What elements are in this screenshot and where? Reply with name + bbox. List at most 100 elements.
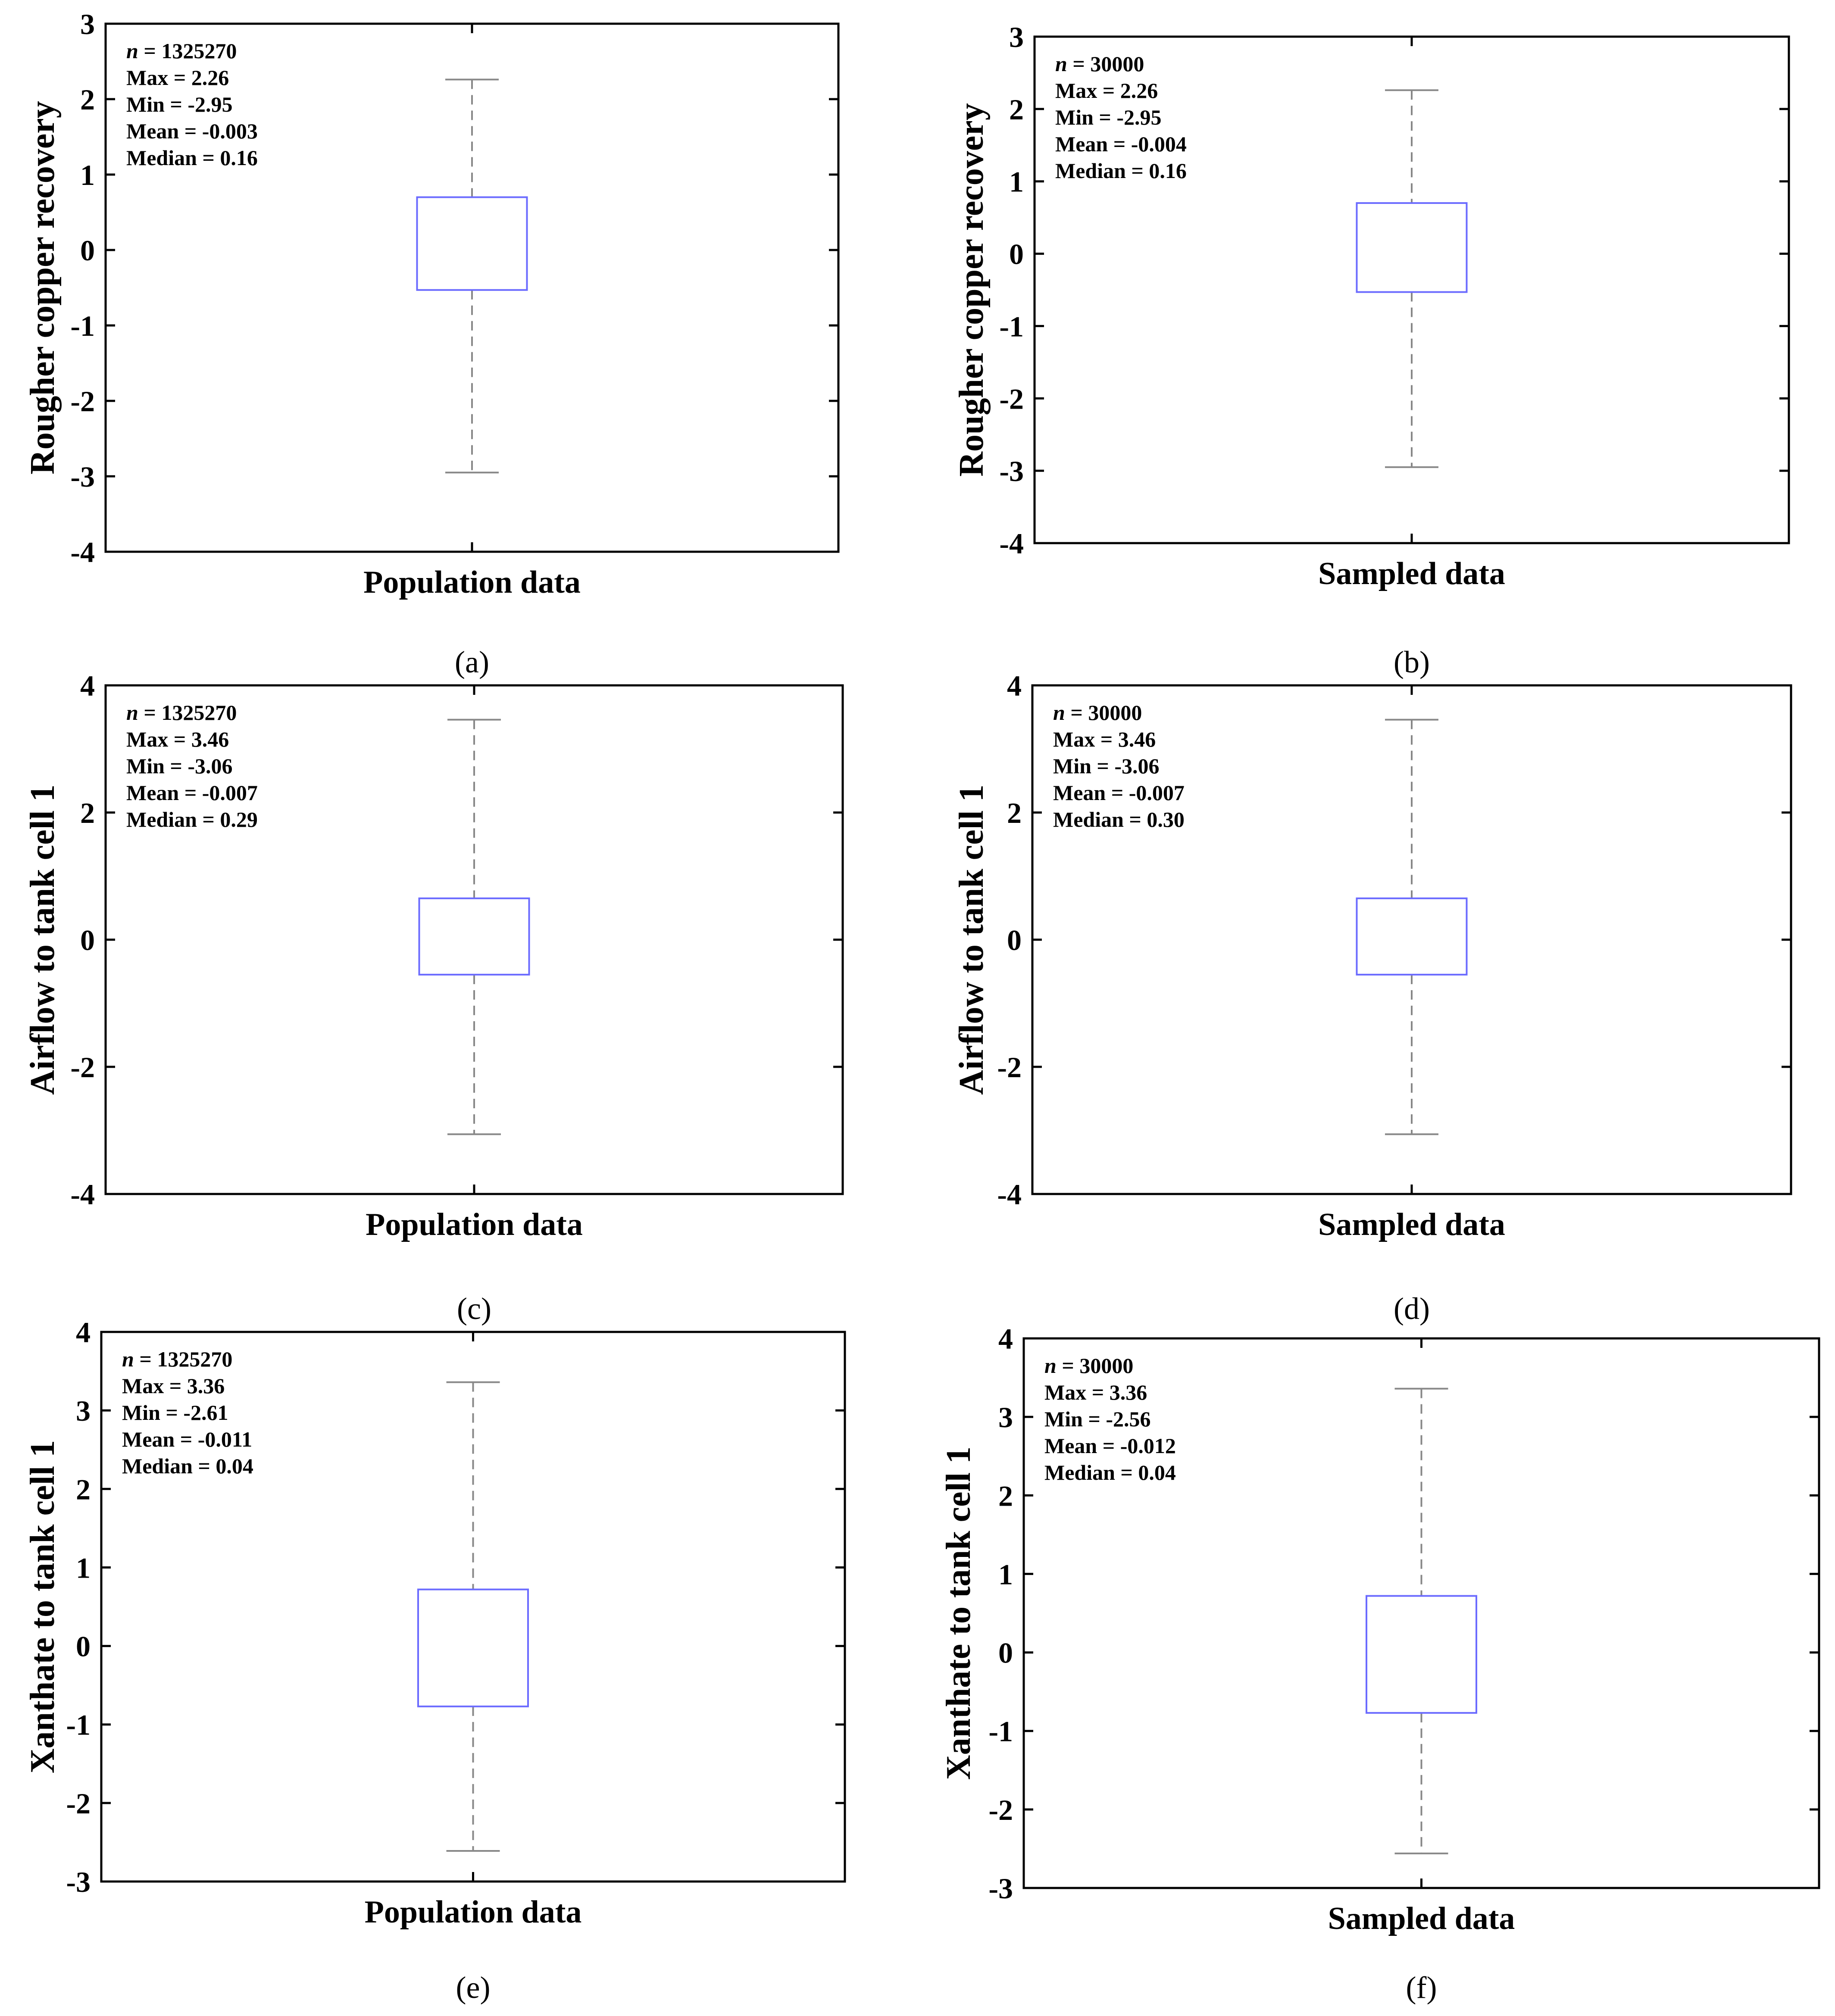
- stat-equals: =: [168, 66, 191, 90]
- stat-value: 0.04: [1138, 1460, 1176, 1485]
- stat-equals: =: [179, 119, 202, 143]
- y-axis-label: Airflow to tank cell 1: [24, 785, 62, 1095]
- stat-label: n: [1053, 700, 1065, 725]
- stat-equals: =: [1091, 754, 1115, 778]
- y-tick-label: 1: [76, 1551, 91, 1584]
- stat-max: Max = 2.26: [1055, 78, 1158, 103]
- stat-equals: =: [1065, 700, 1088, 725]
- stat-value: 3.46: [1118, 727, 1156, 751]
- iqr-box: [417, 1588, 529, 1707]
- stat-value: -3.06: [188, 754, 232, 778]
- x-category-label: Population data: [365, 1894, 582, 1930]
- stat-label: n: [1055, 52, 1067, 76]
- stat-label: Median: [122, 1454, 193, 1478]
- stat-equals: =: [1083, 1407, 1106, 1431]
- y-tick-label: -4: [70, 1178, 95, 1211]
- iqr-box: [418, 897, 530, 976]
- y-tick-label: 0: [1009, 238, 1024, 271]
- stat-equals: =: [1126, 159, 1149, 183]
- stat-value: 1325270: [161, 39, 237, 63]
- stat-mean: Mean = -0.003: [126, 119, 258, 143]
- y-tick-label: 2: [80, 83, 95, 116]
- y-tick-label: -1: [999, 310, 1024, 343]
- y-axis-label: Rougher copper recovery: [24, 101, 62, 474]
- x-category-label: Sampled data: [1318, 1207, 1505, 1242]
- stat-label: Mean: [126, 781, 179, 805]
- stat-value: 2.26: [1120, 78, 1158, 103]
- y-tick-label: 1: [998, 1558, 1013, 1591]
- stat-value: -0.004: [1131, 132, 1187, 156]
- y-tick-label: -3: [70, 460, 95, 493]
- stat-value: -2.95: [1116, 105, 1161, 129]
- stat-label: Mean: [1053, 781, 1106, 805]
- stat-equals: =: [197, 146, 220, 170]
- y-tick-label: -2: [70, 385, 95, 418]
- stat-value: 3.36: [1110, 1380, 1147, 1404]
- stat-equals: =: [165, 754, 188, 778]
- y-tick-label: -1: [988, 1715, 1013, 1748]
- y-tick-label: -4: [70, 536, 95, 569]
- stat-min: Min = -3.06: [1053, 754, 1160, 778]
- stat-label: Mean: [122, 1427, 175, 1451]
- panel-caption: (e): [456, 1970, 491, 2005]
- y-axis-label: Xanthate to tank cell 1: [940, 1447, 978, 1780]
- y-tick-label: 4: [1007, 669, 1022, 702]
- stat-equals: =: [1086, 1380, 1110, 1404]
- stat-label: Median: [1044, 1460, 1115, 1485]
- stat-equals: =: [1067, 52, 1091, 76]
- stat-n: n = 1325270: [122, 1347, 232, 1371]
- y-axis-label: Rougher copper recovery: [953, 103, 991, 476]
- stat-equals: =: [193, 1454, 216, 1478]
- stat-value: 0.16: [1149, 159, 1187, 183]
- stat-label: Median: [126, 807, 197, 831]
- stat-label: Min: [122, 1400, 160, 1425]
- x-category-label: Sampled data: [1318, 556, 1505, 591]
- stat-value: 0.29: [220, 807, 258, 831]
- y-tick-label: -2: [999, 382, 1024, 415]
- stat-mean: Mean = -0.007: [1053, 781, 1185, 805]
- panel-caption: (f): [1406, 1970, 1437, 2005]
- y-tick-label: 2: [76, 1473, 91, 1506]
- stat-equals: =: [1108, 132, 1131, 156]
- stat-equals: =: [138, 39, 162, 63]
- y-tick-label: -4: [999, 527, 1024, 560]
- stat-max: Max = 3.36: [1044, 1380, 1147, 1404]
- y-tick-label: 0: [80, 234, 95, 267]
- y-tick-label: 0: [80, 924, 95, 956]
- stat-median: Median = 0.04: [1044, 1460, 1176, 1485]
- y-tick-label: 0: [998, 1637, 1013, 1669]
- y-tick-label: -1: [66, 1709, 91, 1741]
- stat-label: Max: [126, 66, 168, 90]
- x-category-label: Sampled data: [1328, 1901, 1515, 1936]
- y-tick-label: -2: [997, 1051, 1022, 1084]
- stat-equals: =: [164, 1374, 187, 1398]
- y-tick-label: 1: [80, 159, 95, 191]
- chart-panel-c: 4 2 0 -2 -4 Airflow to tank cell 1 Population …: [24, 669, 844, 1326]
- stat-n: n = 30000: [1053, 700, 1142, 725]
- y-tick-label: -4: [997, 1178, 1022, 1211]
- y-tick-label: 3: [998, 1401, 1013, 1434]
- panel-caption: (d): [1394, 1291, 1430, 1326]
- stat-value: 30000: [1079, 1353, 1133, 1378]
- iqr-box: [416, 196, 528, 291]
- stat-value: -0.007: [1129, 781, 1185, 805]
- panel-caption: (b): [1394, 645, 1430, 679]
- stat-label: Min: [1055, 105, 1094, 129]
- stat-equals: =: [1095, 727, 1118, 751]
- stat-mean: Mean = -0.011: [122, 1427, 252, 1451]
- y-tick-label: 3: [1009, 21, 1024, 53]
- stat-max: Max = 3.46: [126, 727, 229, 751]
- stat-value: 3.46: [191, 727, 229, 751]
- stat-label: Median: [126, 146, 197, 170]
- y-tick-label: 1: [1009, 166, 1024, 198]
- stat-value: 1325270: [161, 700, 237, 725]
- stat-mean: Mean = -0.004: [1055, 132, 1187, 156]
- stat-n: n = 1325270: [126, 700, 237, 725]
- stat-median: Median = 0.16: [1055, 159, 1187, 183]
- stat-value: -2.95: [188, 92, 232, 116]
- stat-equals: =: [1094, 105, 1117, 129]
- stat-value: 0.04: [216, 1454, 253, 1478]
- stat-value: -2.56: [1106, 1407, 1150, 1431]
- stat-label: Mean: [1055, 132, 1108, 156]
